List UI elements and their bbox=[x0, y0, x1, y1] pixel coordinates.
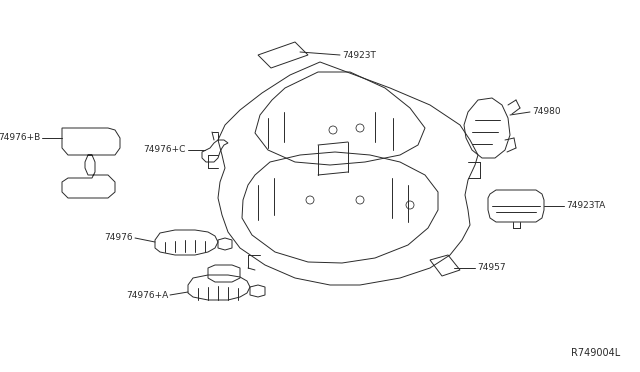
Text: 74980: 74980 bbox=[532, 108, 561, 116]
Text: 74976+C: 74976+C bbox=[143, 145, 186, 154]
Text: 74976+A: 74976+A bbox=[125, 291, 168, 299]
Text: R749004L: R749004L bbox=[571, 348, 620, 358]
Text: 74976: 74976 bbox=[104, 234, 133, 243]
Text: 74923T: 74923T bbox=[342, 51, 376, 60]
Text: 74957: 74957 bbox=[477, 263, 506, 273]
Text: 74976+B: 74976+B bbox=[0, 134, 40, 142]
Text: 74923TA: 74923TA bbox=[566, 202, 605, 211]
